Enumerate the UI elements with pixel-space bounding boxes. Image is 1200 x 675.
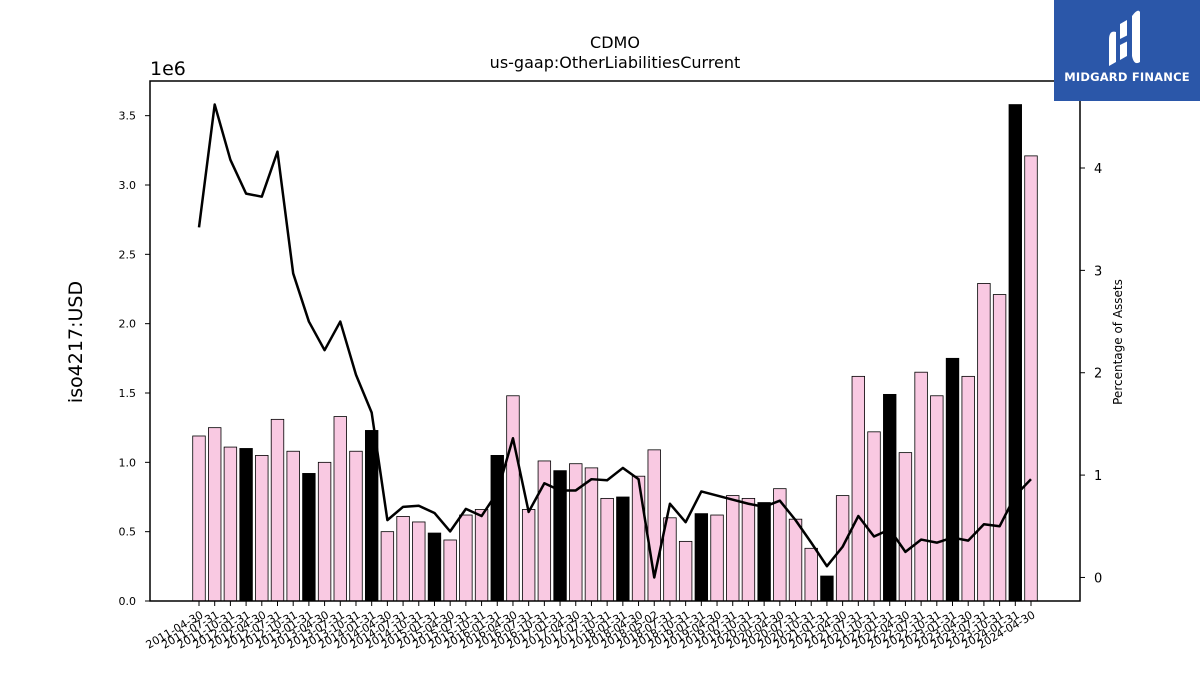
y2-tick-label: 2 — [1094, 367, 1102, 382]
midgard-logo-icon — [1109, 10, 1140, 66]
bar-2022-04-30 — [898, 452, 913, 602]
bar-2024-01-31 — [1008, 104, 1022, 602]
bar-2016-10-31 — [537, 460, 552, 602]
bar-2020-01-31 — [757, 502, 771, 602]
bar-2017-10-31 — [600, 497, 614, 602]
bar-2022-01-31 — [883, 393, 897, 602]
bars — [192, 104, 1038, 602]
y-tick-label: 1.5 — [119, 387, 137, 400]
bar-2017-04-30 — [569, 463, 583, 602]
bar-2023-10-31 — [992, 294, 1007, 602]
bar-2019-04-30 — [710, 514, 724, 602]
bar-2023-01-31 — [945, 357, 960, 602]
bar-2016-04-30 — [506, 395, 520, 602]
bar-2012-01-31 — [239, 448, 253, 602]
y-tick-label: 0.5 — [119, 526, 137, 539]
chart-subtitle: us-gaap:OtherLiabilitiesCurrent — [490, 53, 741, 72]
bar-2016-07-31 — [521, 509, 536, 602]
bar-2015-10-31 — [474, 509, 489, 602]
bar-2014-01-31 — [364, 430, 379, 602]
bar-2013-01-31 — [302, 473, 316, 602]
bar-2015-01-31 — [427, 532, 442, 602]
bar-2020-07-31 — [788, 518, 803, 602]
y2-ticks: 0 1 2 3 4 — [1080, 162, 1102, 586]
bar-2011-10-31 — [223, 446, 238, 602]
bar-2011-07-31 — [208, 427, 222, 602]
bar-2021-07-31 — [851, 375, 865, 602]
y2-tick-label: 4 — [1094, 162, 1102, 177]
bar-2018-04-30 — [631, 475, 646, 602]
y-axis-label: iso4217:USD — [65, 281, 87, 403]
y-tick-label: 3.0 — [119, 179, 137, 192]
bar-2023-07-31 — [977, 283, 991, 602]
y-scale-label: 1e6 — [150, 58, 186, 80]
bar-2014-07-31 — [396, 516, 410, 602]
y-tick-label: 2.5 — [119, 248, 137, 261]
bar-2013-04-30 — [317, 461, 332, 602]
bar-2021-01-31 — [820, 575, 834, 602]
y-tick-label: 3.5 — [119, 110, 137, 123]
y-tick-label: 1.0 — [119, 456, 137, 469]
bar-2019-10-31 — [741, 497, 756, 602]
bar-2013-07-31 — [333, 416, 347, 602]
y2-tick-label: 0 — [1094, 571, 1102, 586]
y-tick-label: 2.0 — [119, 318, 137, 331]
bar-2022-07-31 — [914, 371, 928, 602]
bar-2012-10-31 — [286, 450, 300, 602]
y2-tick-label: 1 — [1094, 469, 1102, 484]
bar-2015-04-30 — [443, 539, 457, 602]
bar-2013-10-31 — [349, 450, 363, 602]
bar-2012-04-30 — [255, 454, 269, 602]
bar-2017-07-31 — [584, 467, 599, 602]
bar-2018-01-31 — [616, 496, 630, 602]
bar-2023-04-30 — [961, 375, 975, 602]
chart-title: CDMO — [590, 33, 640, 52]
bar-2015-07-31 — [459, 514, 473, 602]
bar-2021-10-31 — [867, 431, 881, 602]
logo-text: MIDGARD FINANCE — [1064, 70, 1190, 84]
plot-frame — [149, 80, 1081, 602]
y-ticks: 0.0 0.5 1.0 1.5 2.0 2.5 3.0 3.5 — [119, 110, 150, 608]
bar-2012-07-31 — [270, 418, 285, 602]
x-ticks: 2011-04-302011-07-312011-10-312012-01-31… — [144, 601, 1038, 652]
bar-2019-01-31 — [694, 513, 709, 602]
bar-2018-10-31 — [678, 540, 693, 602]
y2-tick-label: 3 — [1094, 264, 1102, 279]
bar-2024-04-30 — [1024, 155, 1038, 602]
y-tick-label: 0.0 — [119, 595, 137, 608]
bar-2019-07-31 — [726, 495, 740, 602]
line-layer — [197, 103, 1032, 579]
midgard-finance-logo: MIDGARD FINANCE — [1054, 0, 1200, 101]
bar-2014-10-31 — [412, 521, 426, 602]
bar-2014-04-30 — [380, 531, 395, 602]
y2-axis-label: Percentage of Assets — [1111, 279, 1125, 405]
percentage-of-assets-line — [197, 103, 1032, 579]
bar-2011-04-30 — [192, 435, 206, 602]
bar-2020-10-31 — [804, 547, 818, 602]
bar-2022-10-31 — [930, 395, 944, 602]
